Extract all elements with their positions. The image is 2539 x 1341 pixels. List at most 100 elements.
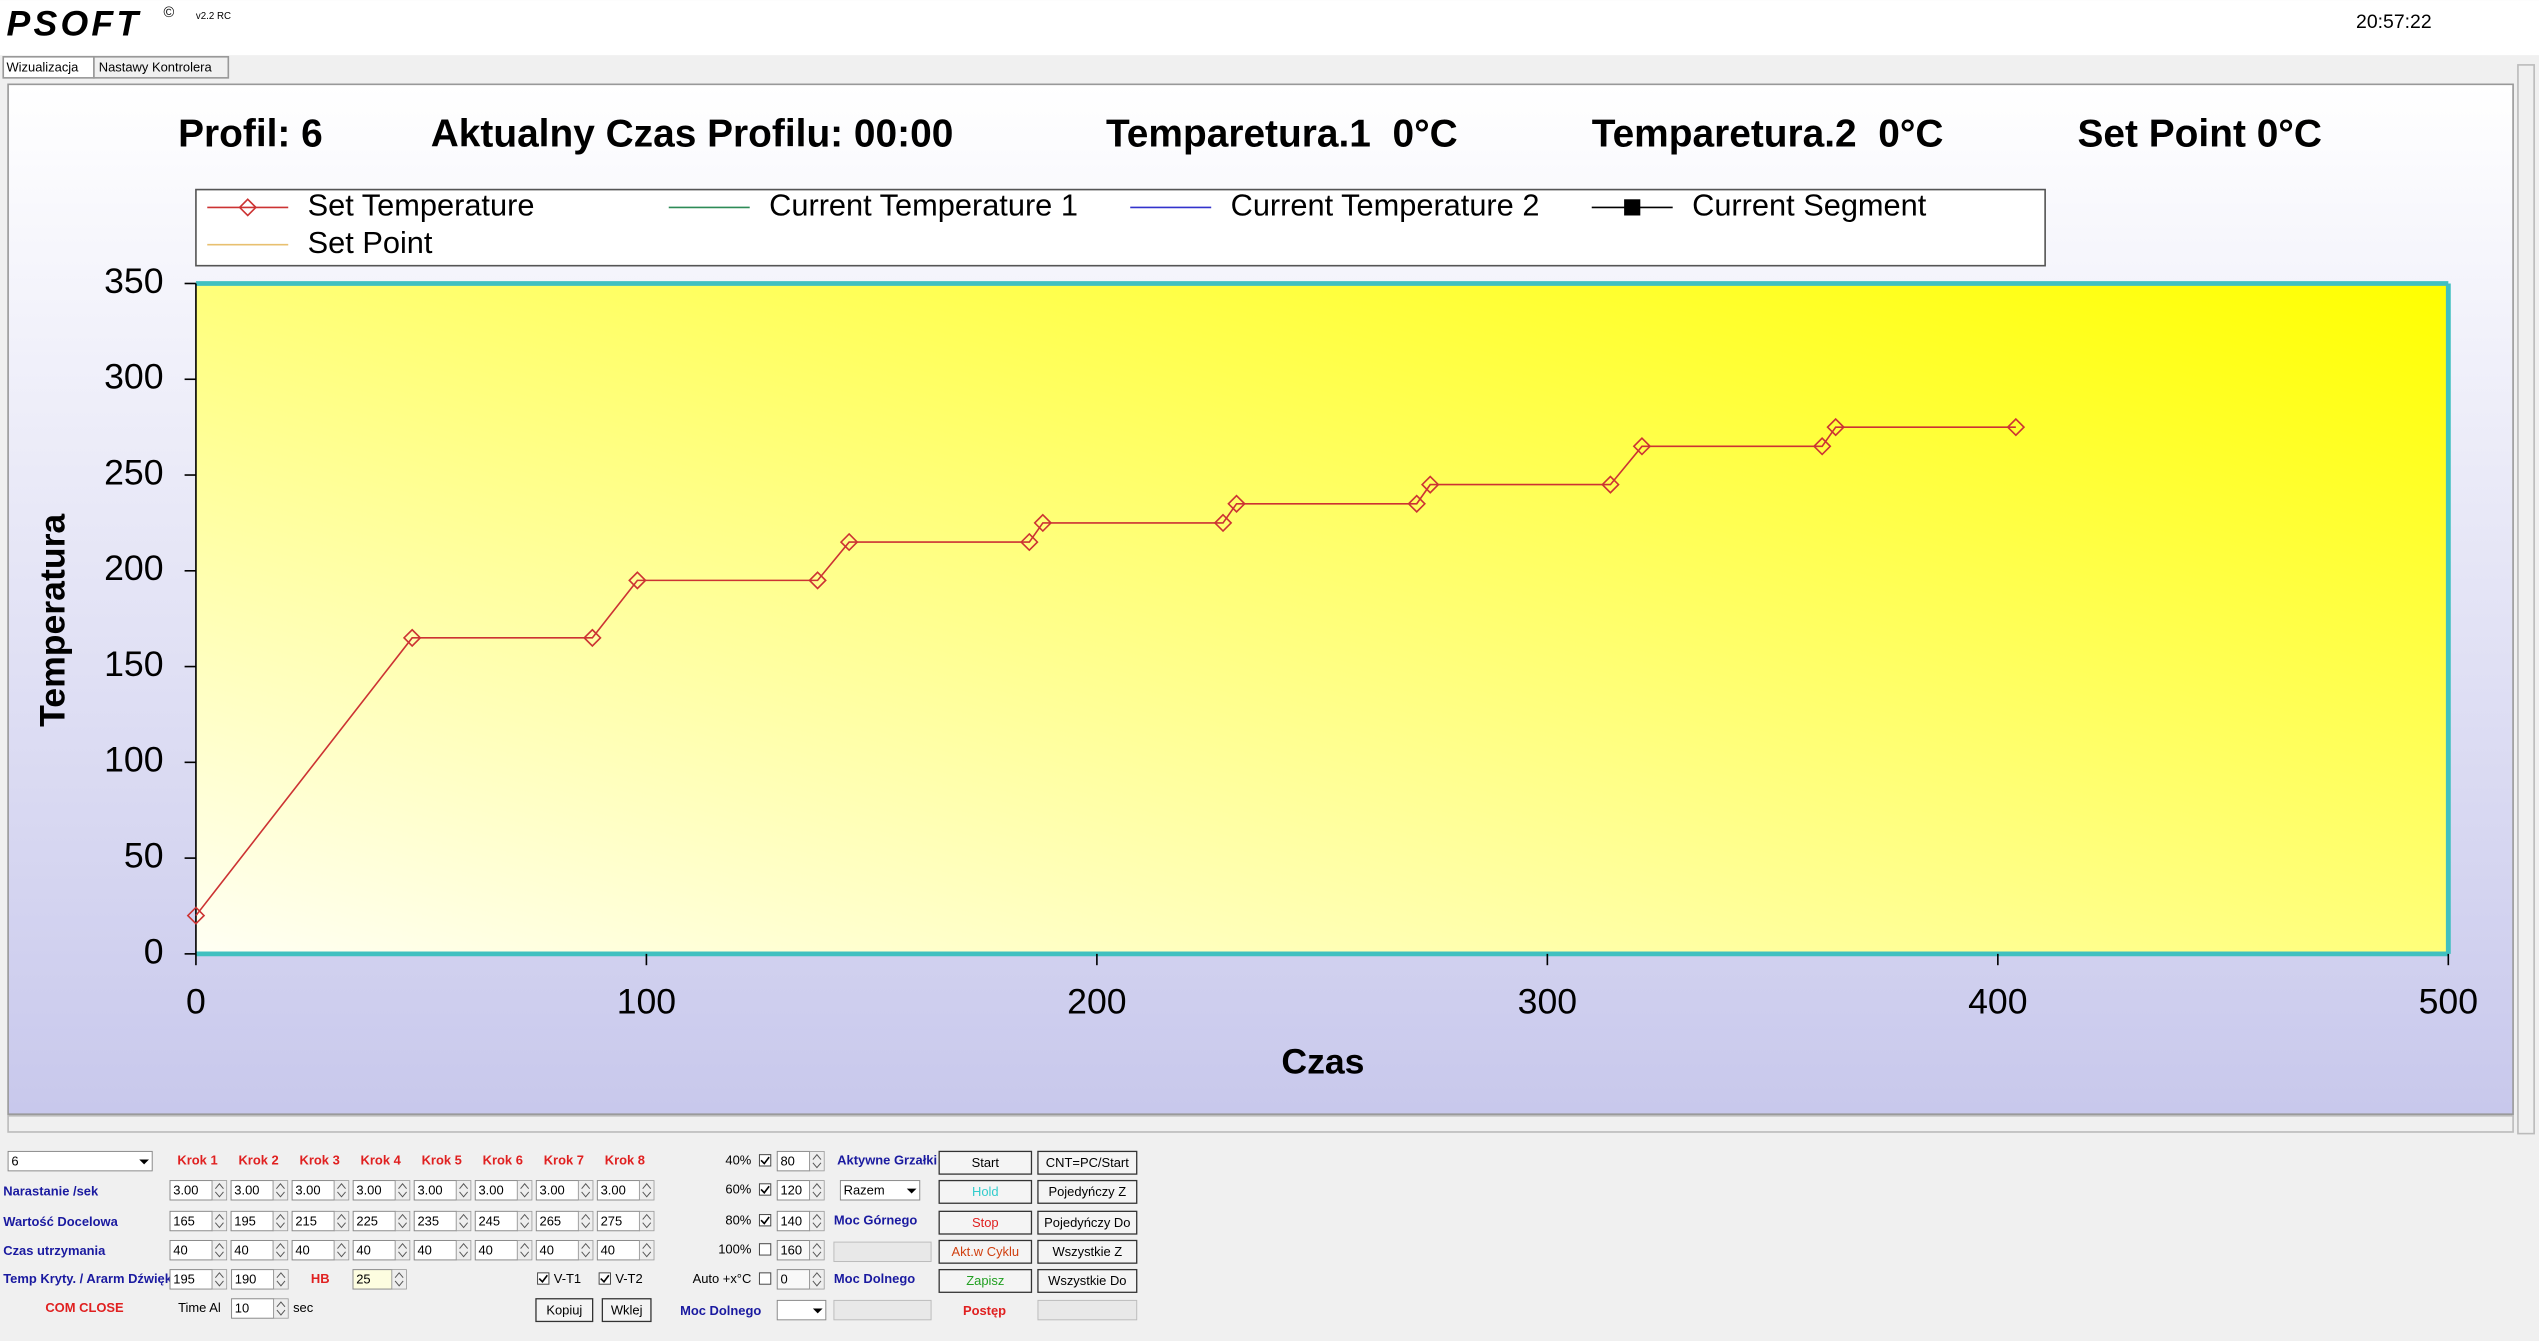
- input-box[interactable]: [839, 1180, 921, 1201]
- input-value: 120: [780, 1183, 802, 1198]
- spinner[interactable]: [455, 1240, 472, 1261]
- legend-label: Current Temperature 2: [1231, 188, 1540, 223]
- checkbox[interactable]: [758, 1154, 772, 1167]
- step-header: Krok 2: [238, 1153, 278, 1168]
- checkbox[interactable]: [537, 1272, 550, 1285]
- spinner[interactable]: [577, 1240, 594, 1261]
- time-label: Time Al: [178, 1300, 221, 1315]
- step-header: Krok 3: [300, 1153, 340, 1168]
- checkbox[interactable]: [758, 1243, 772, 1256]
- button[interactable]: [1037, 1268, 1138, 1293]
- spinner-arrows: [337, 1183, 346, 1198]
- spinner[interactable]: [516, 1180, 533, 1201]
- spinner[interactable]: [809, 1151, 825, 1172]
- legend-label: Set Temperature: [308, 188, 535, 223]
- marker: [1407, 494, 1426, 514]
- button[interactable]: [1037, 1179, 1138, 1204]
- button[interactable]: [535, 1298, 594, 1323]
- spinner[interactable]: [809, 1240, 825, 1261]
- input-value: 165: [173, 1213, 195, 1228]
- spinner[interactable]: [639, 1240, 655, 1261]
- spinner-arrows: [276, 1301, 286, 1316]
- spinner[interactable]: [333, 1240, 350, 1261]
- marker: [1632, 437, 1652, 456]
- button-label: Wszystkie Do: [1048, 1273, 1126, 1288]
- spinner[interactable]: [455, 1210, 472, 1232]
- checkbox[interactable]: [758, 1272, 772, 1285]
- button[interactable]: [938, 1210, 1033, 1235]
- button[interactable]: [1037, 1150, 1138, 1175]
- tab-label: Nastawy Kontrolera: [99, 60, 213, 75]
- dropdown-arrow[interactable]: [812, 1308, 823, 1314]
- spinner[interactable]: [272, 1180, 289, 1201]
- spinner[interactable]: [211, 1269, 228, 1290]
- spinner[interactable]: [394, 1210, 411, 1232]
- step-header: Krok 8: [605, 1153, 645, 1168]
- button[interactable]: [601, 1298, 652, 1323]
- spinner[interactable]: [391, 1269, 407, 1290]
- spinner[interactable]: [394, 1180, 411, 1201]
- button[interactable]: [938, 1239, 1033, 1264]
- spinner-arrows: [214, 1213, 224, 1229]
- spinner[interactable]: [809, 1180, 825, 1201]
- spinner[interactable]: [639, 1210, 655, 1232]
- spinner[interactable]: [577, 1210, 594, 1232]
- h-scrollbar[interactable]: [7, 1114, 2514, 1133]
- y-tick-label: 0: [144, 931, 164, 971]
- power-label: Moc Dolnego: [680, 1303, 761, 1318]
- input-value: Razem: [844, 1183, 885, 1198]
- button[interactable]: [938, 1179, 1033, 1204]
- spinner-arrows: [520, 1183, 530, 1198]
- spinner[interactable]: [333, 1210, 350, 1232]
- spinner[interactable]: [211, 1240, 228, 1261]
- spinner[interactable]: [211, 1180, 228, 1201]
- button-label: Kopiuj: [546, 1302, 582, 1317]
- power-label: 60%: [725, 1182, 751, 1197]
- spinner[interactable]: [516, 1210, 533, 1232]
- spinner[interactable]: [211, 1210, 228, 1232]
- input-value: 195: [234, 1213, 256, 1228]
- input-value: 140: [780, 1213, 802, 1228]
- spinner[interactable]: [516, 1240, 533, 1261]
- tab[interactable]: [93, 55, 230, 79]
- spinner[interactable]: [809, 1210, 825, 1232]
- spinner[interactable]: [273, 1269, 289, 1290]
- input-value: 40: [601, 1242, 615, 1257]
- button[interactable]: [1037, 1239, 1138, 1264]
- input-value: 275: [601, 1213, 623, 1228]
- button[interactable]: [938, 1150, 1033, 1175]
- power-label: 80%: [725, 1212, 751, 1227]
- input-box[interactable]: [776, 1299, 827, 1321]
- checkbox[interactable]: [598, 1272, 611, 1285]
- spinner[interactable]: [273, 1298, 289, 1319]
- input-box[interactable]: [7, 1150, 153, 1172]
- checkbox[interactable]: [758, 1183, 772, 1196]
- spinner[interactable]: [333, 1180, 350, 1201]
- button[interactable]: [938, 1268, 1033, 1293]
- check-mark: [760, 1216, 770, 1225]
- spinner[interactable]: [272, 1240, 289, 1261]
- series-line: [195, 426, 2016, 917]
- input-value: 80: [780, 1153, 794, 1168]
- spinner-arrows: [214, 1242, 224, 1258]
- checkbox[interactable]: [758, 1214, 772, 1227]
- input-value: 265: [540, 1213, 562, 1228]
- time-unit: sec: [293, 1300, 314, 1315]
- y-tick-label: 50: [124, 836, 164, 876]
- button[interactable]: [1037, 1210, 1138, 1235]
- spinner[interactable]: [455, 1180, 472, 1201]
- x-tick-label: 300: [1518, 981, 1577, 1021]
- x-tick-label: 500: [2419, 981, 2478, 1021]
- input-value: 245: [478, 1213, 500, 1228]
- spinner[interactable]: [577, 1180, 594, 1201]
- dropdown-arrow[interactable]: [139, 1159, 149, 1165]
- spinner[interactable]: [394, 1240, 411, 1261]
- spinner[interactable]: [272, 1210, 289, 1232]
- power-label: 40%: [725, 1153, 751, 1168]
- spinner[interactable]: [809, 1269, 825, 1290]
- v-scrollbar[interactable]: [2517, 64, 2535, 1135]
- dropdown-arrow[interactable]: [906, 1188, 917, 1194]
- button-label: Start: [972, 1155, 1000, 1170]
- spinner[interactable]: [639, 1180, 655, 1201]
- marker: [808, 571, 827, 590]
